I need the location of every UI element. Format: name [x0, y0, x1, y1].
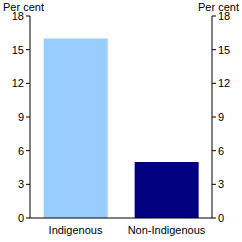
html-text:Per cent: Per cent [198, 1, 239, 13]
svg-text:6: 6 [218, 145, 224, 157]
svg-text:18: 18 [218, 10, 230, 22]
svg-text:3: 3 [18, 178, 24, 190]
svg-text:0: 0 [18, 212, 24, 224]
svg-text:Non-Indigenous: Non-Indigenous [128, 224, 206, 236]
svg-text:0: 0 [218, 212, 224, 224]
svg-text:15: 15 [218, 44, 230, 56]
svg-text:18: 18 [12, 10, 24, 22]
svg-text:3: 3 [218, 178, 224, 190]
svg-text:9: 9 [218, 111, 224, 123]
html-text:Per cent: Per cent [3, 1, 44, 13]
svg-text:9: 9 [18, 111, 24, 123]
svg-text:12: 12 [218, 77, 230, 89]
svg-text:12: 12 [12, 77, 24, 89]
svg-text:6: 6 [18, 145, 24, 157]
svg-text:Indigenous: Indigenous [49, 224, 103, 236]
svg-text:15: 15 [12, 44, 24, 56]
